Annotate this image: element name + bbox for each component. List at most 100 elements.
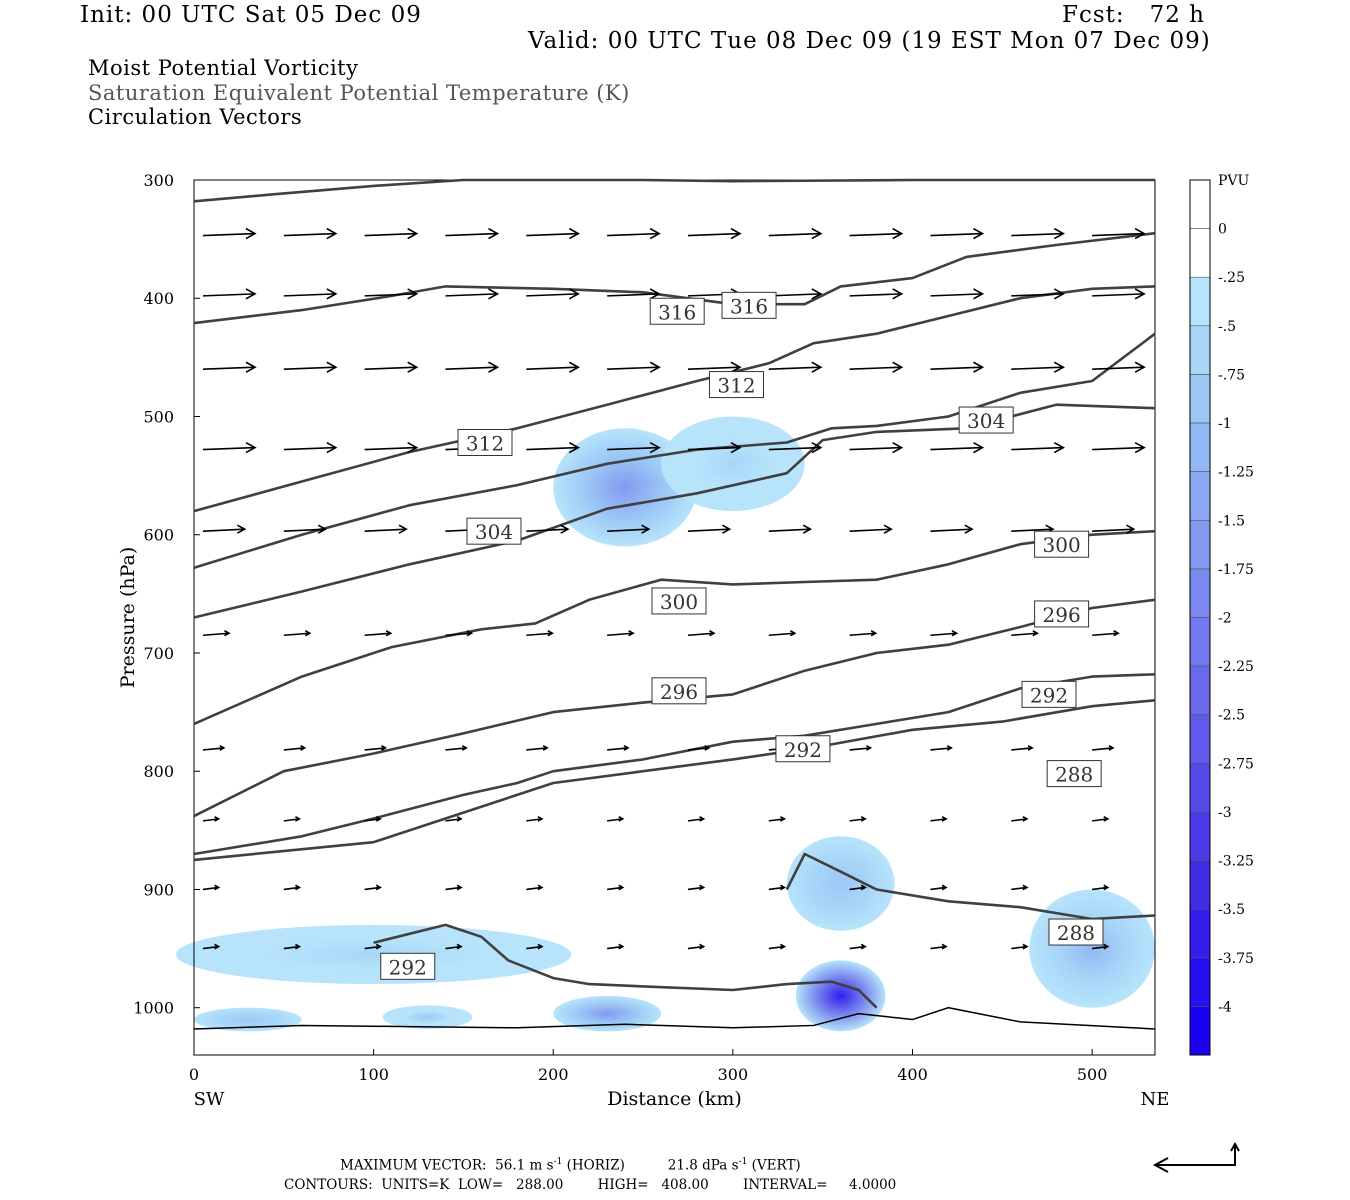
colorbar-swatch: [1189, 617, 1211, 667]
circulation-vector: [364, 886, 381, 891]
contour-label-box: [708, 371, 764, 399]
vector-head: [641, 524, 651, 534]
circulation-vector: [526, 945, 543, 950]
vector-head: [1134, 441, 1146, 454]
vector-head: [456, 943, 463, 950]
theta-e-contour: [785, 852, 1156, 921]
circulation-vector: [526, 886, 543, 891]
circulation-vector: [526, 632, 553, 637]
circulation-vector: [849, 293, 902, 297]
vector-head: [214, 815, 221, 822]
vector-head: [623, 745, 630, 751]
circulation-vector: [202, 366, 256, 370]
horiz-value: 56.1 m s: [495, 1157, 554, 1174]
vector-head: [568, 227, 580, 240]
colorbar-swatch: [1189, 374, 1211, 424]
colorbar-swatch: [1189, 471, 1211, 521]
circulation-vector: [202, 818, 219, 822]
ne-label: NE: [1141, 1089, 1170, 1110]
circulation-vector: [364, 366, 417, 370]
contour-label-box: [380, 952, 436, 980]
vector-head: [488, 288, 500, 300]
colorbar-swatch: [1189, 763, 1211, 813]
vector-head: [560, 524, 570, 534]
circulation-vector: [849, 945, 866, 950]
vector-head: [568, 441, 580, 454]
colorbar-tick-label: -1.25: [1218, 465, 1254, 481]
x-tick-label: 500: [1077, 1065, 1108, 1084]
circulation-vector: [1011, 818, 1028, 822]
vector-head: [537, 884, 544, 891]
vector-head: [1053, 288, 1065, 300]
vector-head: [780, 815, 787, 822]
vector-head: [537, 815, 544, 822]
circulation-vector: [687, 446, 741, 451]
colorbar-swatch: [1189, 519, 1211, 570]
sw-label: SW: [194, 1089, 225, 1110]
vector-head: [245, 227, 257, 240]
vector-head: [547, 630, 554, 637]
vector-head: [407, 441, 419, 454]
vector-head: [802, 524, 813, 534]
vector-head: [964, 524, 974, 534]
circulation-vector: [768, 232, 821, 237]
circulation-vector: [1092, 818, 1108, 822]
colorbar-swatch: [1189, 908, 1211, 959]
circulation-vector: [607, 945, 623, 950]
circulation-vector: [930, 293, 983, 297]
vector-head: [407, 361, 419, 373]
circulation-vector: [1092, 366, 1145, 370]
colorbar-swatch: [1189, 714, 1211, 764]
circulation-vector: [849, 366, 902, 370]
circulation-vector: [687, 632, 715, 637]
circulation-vector: [607, 446, 660, 451]
terrain-line: [193, 1006, 1156, 1030]
contour-label-box: [958, 406, 1014, 434]
colorbar-tick-label: -2.25: [1218, 659, 1254, 675]
circulation-vector: [1092, 747, 1114, 751]
contour-label: 300: [1043, 533, 1081, 557]
contour-label: 312: [466, 432, 504, 456]
circulation-vector: [687, 232, 741, 237]
circulation-vector: [768, 632, 795, 637]
circulation-vector: [445, 818, 462, 822]
reference-vector-head-up: [1230, 1141, 1240, 1152]
theta-e-contour: [373, 923, 878, 1009]
vector-head: [860, 884, 867, 891]
vector-head: [461, 745, 468, 751]
vector-head: [699, 815, 706, 822]
vector-head: [618, 884, 625, 891]
circulation-vector: [445, 366, 498, 370]
vector-head: [721, 524, 732, 534]
vector-head: [730, 227, 742, 240]
x-tick-label: 300: [718, 1065, 749, 1084]
contour-label-box: [466, 517, 522, 545]
vector-head: [946, 745, 953, 751]
circulation-vector: [607, 818, 623, 822]
circulation-vector: [1011, 446, 1064, 451]
circulation-vector: [283, 293, 336, 297]
vector-head: [398, 524, 408, 534]
colorbar-swatch: [1189, 422, 1211, 472]
vector-head: [466, 630, 474, 637]
contour-label-box: [457, 429, 513, 456]
colorbar-tick-label: -2.75: [1218, 756, 1254, 772]
circulation-vector: [930, 366, 983, 370]
vector-head: [375, 943, 382, 950]
circulation-vector: [687, 886, 704, 891]
vector-head: [618, 815, 625, 822]
contour-label-box: [1048, 918, 1104, 946]
colorbar-tick-label: -3.5: [1218, 902, 1245, 918]
vector-head: [1134, 361, 1146, 373]
pv-shading: [795, 960, 886, 1032]
vector-head: [811, 441, 823, 454]
vector-head: [295, 884, 302, 891]
colorbar-tick-label: -1: [1218, 416, 1232, 432]
x-tick-label: 100: [358, 1065, 389, 1084]
circulation-vector: [1092, 232, 1145, 237]
vector-head: [326, 227, 338, 240]
reference-vector: [1155, 1146, 1236, 1166]
circulation-vector: [849, 528, 892, 532]
contour-label-box: [651, 587, 707, 615]
vector-head: [219, 745, 226, 751]
